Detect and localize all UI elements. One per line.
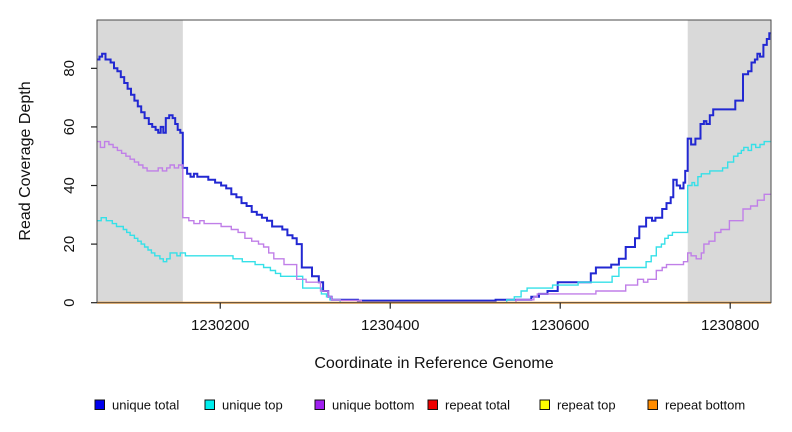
legend-swatch-repeat-top — [539, 399, 550, 410]
legend-swatch-repeat-bottom — [647, 399, 658, 410]
legend-swatch-unique-bottom — [314, 399, 325, 410]
legend-label-unique-bottom: unique bottom — [332, 398, 414, 413]
series-line-unique-total — [97, 32, 771, 302]
y-tick-label: 60 — [61, 119, 78, 136]
legend-swatch-repeat-total — [427, 399, 438, 410]
x-tick-label: 1230400 — [361, 317, 419, 334]
legend: unique total unique top unique bottom repea… — [94, 398, 745, 413]
series-line-unique-top — [97, 140, 771, 304]
axis-tick-labels: 1230200 1230400 1230600 1230800 0 20 40 60 80 — [61, 60, 759, 334]
y-tick-label: 40 — [61, 177, 78, 194]
x-axis-title: Coordinate in Reference Genome — [314, 355, 553, 372]
legend-item-repeat-top: repeat top — [539, 398, 616, 413]
legend-label-unique-total: unique total — [112, 398, 179, 413]
plot-box — [96, 19, 772, 304]
x-tick-label: 1230800 — [701, 317, 759, 334]
legend-item-unique-total: unique total — [94, 398, 179, 413]
x-tick-label: 1230200 — [191, 317, 249, 334]
legend-label-unique-top: unique top — [222, 398, 283, 413]
series-lines — [97, 32, 771, 304]
legend-label-repeat-bottom: repeat bottom — [665, 398, 745, 413]
x-tick-label: 1230600 — [531, 317, 589, 334]
series-line-unique-bottom — [97, 140, 771, 304]
legend-item-repeat-bottom: repeat bottom — [647, 398, 745, 413]
legend-swatch-unique-total — [94, 399, 105, 410]
y-tick-label: 0 — [61, 299, 78, 307]
legend-item-repeat-total: repeat total — [427, 398, 510, 413]
y-tick-label: 20 — [61, 236, 78, 253]
shaded-region-1 — [687, 20, 771, 303]
shaded-region-0 — [97, 20, 183, 303]
shaded-regions — [97, 20, 771, 303]
axis-ticks — [91, 67, 731, 309]
legend-swatch-unique-top — [204, 399, 215, 410]
y-axis-title: Read Coverage Depth — [17, 81, 34, 240]
plot-frame — [96, 19, 772, 304]
legend-item-unique-top: unique top — [204, 398, 283, 413]
legend-item-unique-bottom: unique bottom — [314, 398, 414, 413]
y-tick-label: 80 — [61, 60, 78, 77]
legend-label-repeat-total: repeat total — [445, 398, 510, 413]
legend-label-repeat-top: repeat top — [557, 398, 616, 413]
